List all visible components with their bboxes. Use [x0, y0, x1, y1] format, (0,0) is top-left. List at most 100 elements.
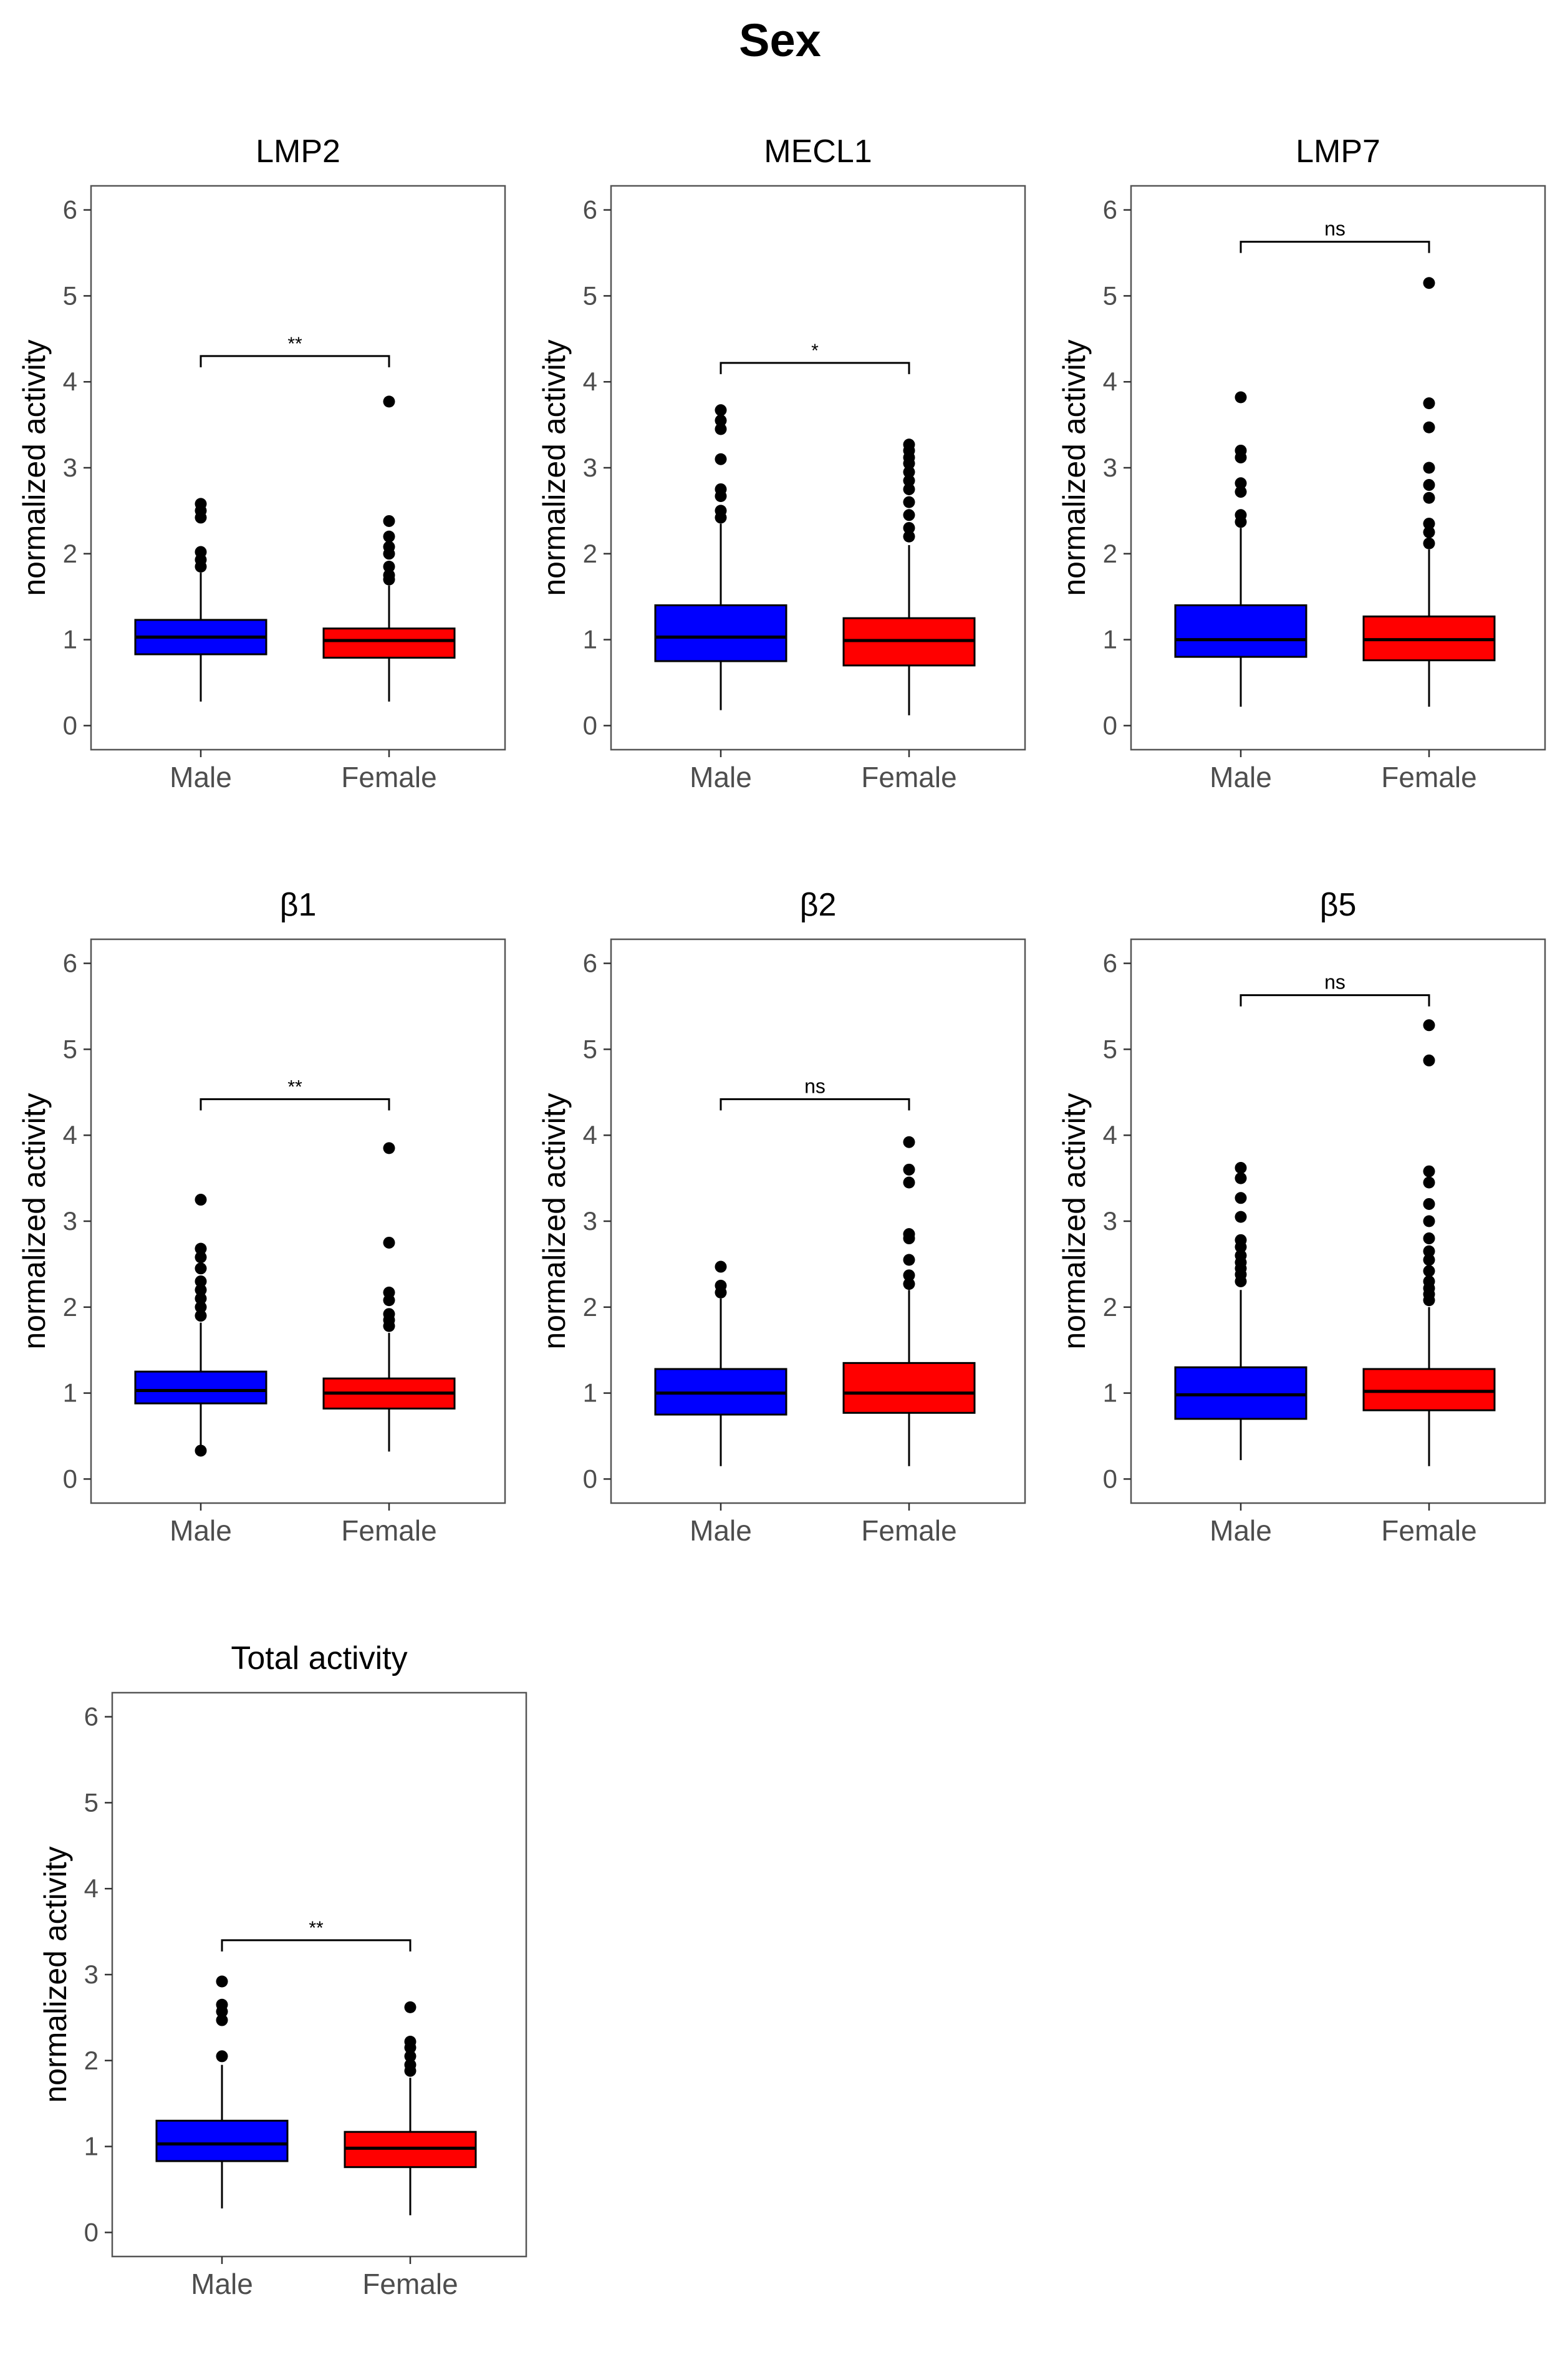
plot-frame	[1130, 185, 1546, 751]
y-tick-label: 2	[63, 1292, 77, 1322]
outlier-point-female	[1423, 1215, 1435, 1227]
outlier-point-female	[1423, 479, 1435, 491]
outlier-point-female	[1423, 1054, 1435, 1067]
outlier-point-female	[383, 1308, 395, 1320]
x-tick-label-male: Male	[191, 2268, 253, 2300]
outlier-point-male	[1235, 1172, 1247, 1184]
outlier-point-male	[195, 1194, 207, 1206]
y-tick-label: 2	[583, 539, 597, 568]
outlier-point-male	[1235, 1192, 1247, 1204]
y-tick-label: 3	[84, 1960, 99, 1989]
outlier-point-female	[903, 1269, 915, 1282]
outlier-point-female	[903, 1254, 915, 1266]
box-male	[1174, 604, 1307, 658]
outlier-point-female	[903, 496, 915, 508]
chart-title: LMP7	[1296, 133, 1380, 170]
outlier-point-male	[216, 2014, 228, 2026]
outlier-point-female	[1423, 1245, 1435, 1257]
outlier-point-female	[1423, 277, 1435, 289]
chart-panel-beta1: β1 0 1 2 3 4 5 6 normalized activity Male Female **	[0, 878, 520, 1627]
y-tick-label: 6	[63, 949, 77, 978]
significance-label: *	[811, 341, 819, 361]
significance-label: **	[287, 334, 302, 354]
x-tick-label-female: Female	[1381, 1514, 1476, 1547]
y-tick-label: 5	[1103, 281, 1117, 310]
significance-label: **	[287, 1076, 302, 1097]
plot-frame	[90, 938, 506, 1504]
outlier-point-female	[903, 1228, 915, 1241]
significance-label: **	[309, 1918, 324, 1938]
chart-title: β1	[280, 887, 317, 923]
significance-bracket	[1240, 241, 1430, 253]
significance-bracket	[221, 1939, 412, 1952]
outlier-point-female	[383, 530, 395, 543]
y-tick-label: 1	[84, 2132, 99, 2161]
y-tick-label: 3	[1103, 1206, 1117, 1236]
outlier-point-female	[1423, 1165, 1435, 1178]
chart-svg: β5 0 1 2 3 4 5 6 normalized activity Male Female ns	[1057, 887, 1546, 1547]
y-axis-label: normalized activity	[17, 339, 52, 596]
y-tick-label: 3	[583, 453, 597, 482]
outlier-point-female	[1423, 518, 1435, 530]
outlier-point-female	[1423, 462, 1435, 474]
y-tick-label: 4	[583, 367, 597, 396]
y-tick-label: 0	[84, 2217, 99, 2247]
y-tick-label: 6	[583, 195, 597, 225]
chart-svg: LMP7 0 1 2 3 4 5 6 normalized activity Male Female…	[1057, 133, 1546, 793]
x-tick-label-male: Male	[690, 761, 752, 793]
y-tick-label: 5	[1103, 1034, 1117, 1063]
significance-label: ns	[1324, 971, 1346, 994]
y-tick-label: 5	[583, 1034, 597, 1063]
y-tick-label: 3	[63, 453, 77, 482]
box-male	[654, 604, 787, 662]
x-tick-label-female: Female	[1381, 761, 1476, 793]
x-tick-label-male: Male	[1210, 1514, 1272, 1547]
outlier-point-female	[1423, 491, 1435, 504]
outlier-point-female	[404, 2001, 416, 2013]
y-tick-label: 2	[84, 2046, 99, 2075]
y-tick-label: 3	[1103, 453, 1117, 482]
chart-panel-lmp2: LMP2 0 1 2 3 4 5 6 normalized activity Male Female…	[0, 125, 520, 873]
outlier-point-male	[715, 414, 727, 427]
y-tick-label: 5	[84, 1787, 99, 1817]
y-tick-label: 0	[63, 1464, 77, 1493]
outlier-point-male	[1235, 444, 1247, 457]
plot-frame	[111, 1691, 527, 2258]
outlier-point-male	[715, 1260, 727, 1273]
y-tick-label: 3	[583, 1206, 597, 1236]
outlier-point-female	[383, 560, 395, 573]
outlier-point-male	[195, 1251, 207, 1264]
outlier-point-female	[383, 1286, 395, 1299]
chart-title: LMP2	[256, 133, 340, 170]
significance-bracket	[200, 1098, 390, 1111]
y-tick-label: 2	[583, 1292, 597, 1322]
y-tick-label: 2	[1103, 539, 1117, 568]
outlier-point-male	[715, 483, 727, 495]
outlier-point-female	[383, 569, 395, 581]
y-axis-label: normalized activity	[537, 1093, 572, 1349]
chart-panel-total-activity: Total activity 0 1 2 3 4 5 6 normalized activity…	[21, 1632, 541, 2380]
outlier-point-male	[1235, 1249, 1247, 1262]
outlier-point-male	[195, 1301, 207, 1313]
outlier-point-male	[216, 1998, 228, 2011]
outlier-point-female	[1423, 1197, 1435, 1210]
chart-panel-beta2: β2 0 1 2 3 4 5 6 normalized activity Male Female ns	[520, 878, 1040, 1627]
chart-svg: Total activity 0 1 2 3 4 5 6 normalized activity…	[38, 1640, 527, 2300]
outlier-point-female	[903, 1176, 915, 1189]
y-tick-label: 6	[1103, 195, 1117, 225]
outlier-point-female	[1423, 1176, 1435, 1189]
outlier-point-male	[216, 2050, 228, 2063]
outlier-point-female	[383, 1236, 395, 1249]
outlier-point-male	[1235, 486, 1247, 498]
outlier-point-male	[195, 498, 207, 510]
y-tick-label: 1	[1103, 625, 1117, 654]
box-male	[1174, 1366, 1307, 1420]
y-tick-label: 5	[63, 1034, 77, 1063]
outlier-point-male	[1235, 1162, 1247, 1174]
plot-frame	[610, 938, 1026, 1504]
box-female	[1362, 1368, 1496, 1411]
chart-svg: LMP2 0 1 2 3 4 5 6 normalized activity Male Female…	[17, 133, 506, 793]
chart-title: β5	[1320, 887, 1357, 923]
outlier-point-male	[715, 505, 727, 517]
y-tick-label: 4	[1103, 1120, 1117, 1149]
